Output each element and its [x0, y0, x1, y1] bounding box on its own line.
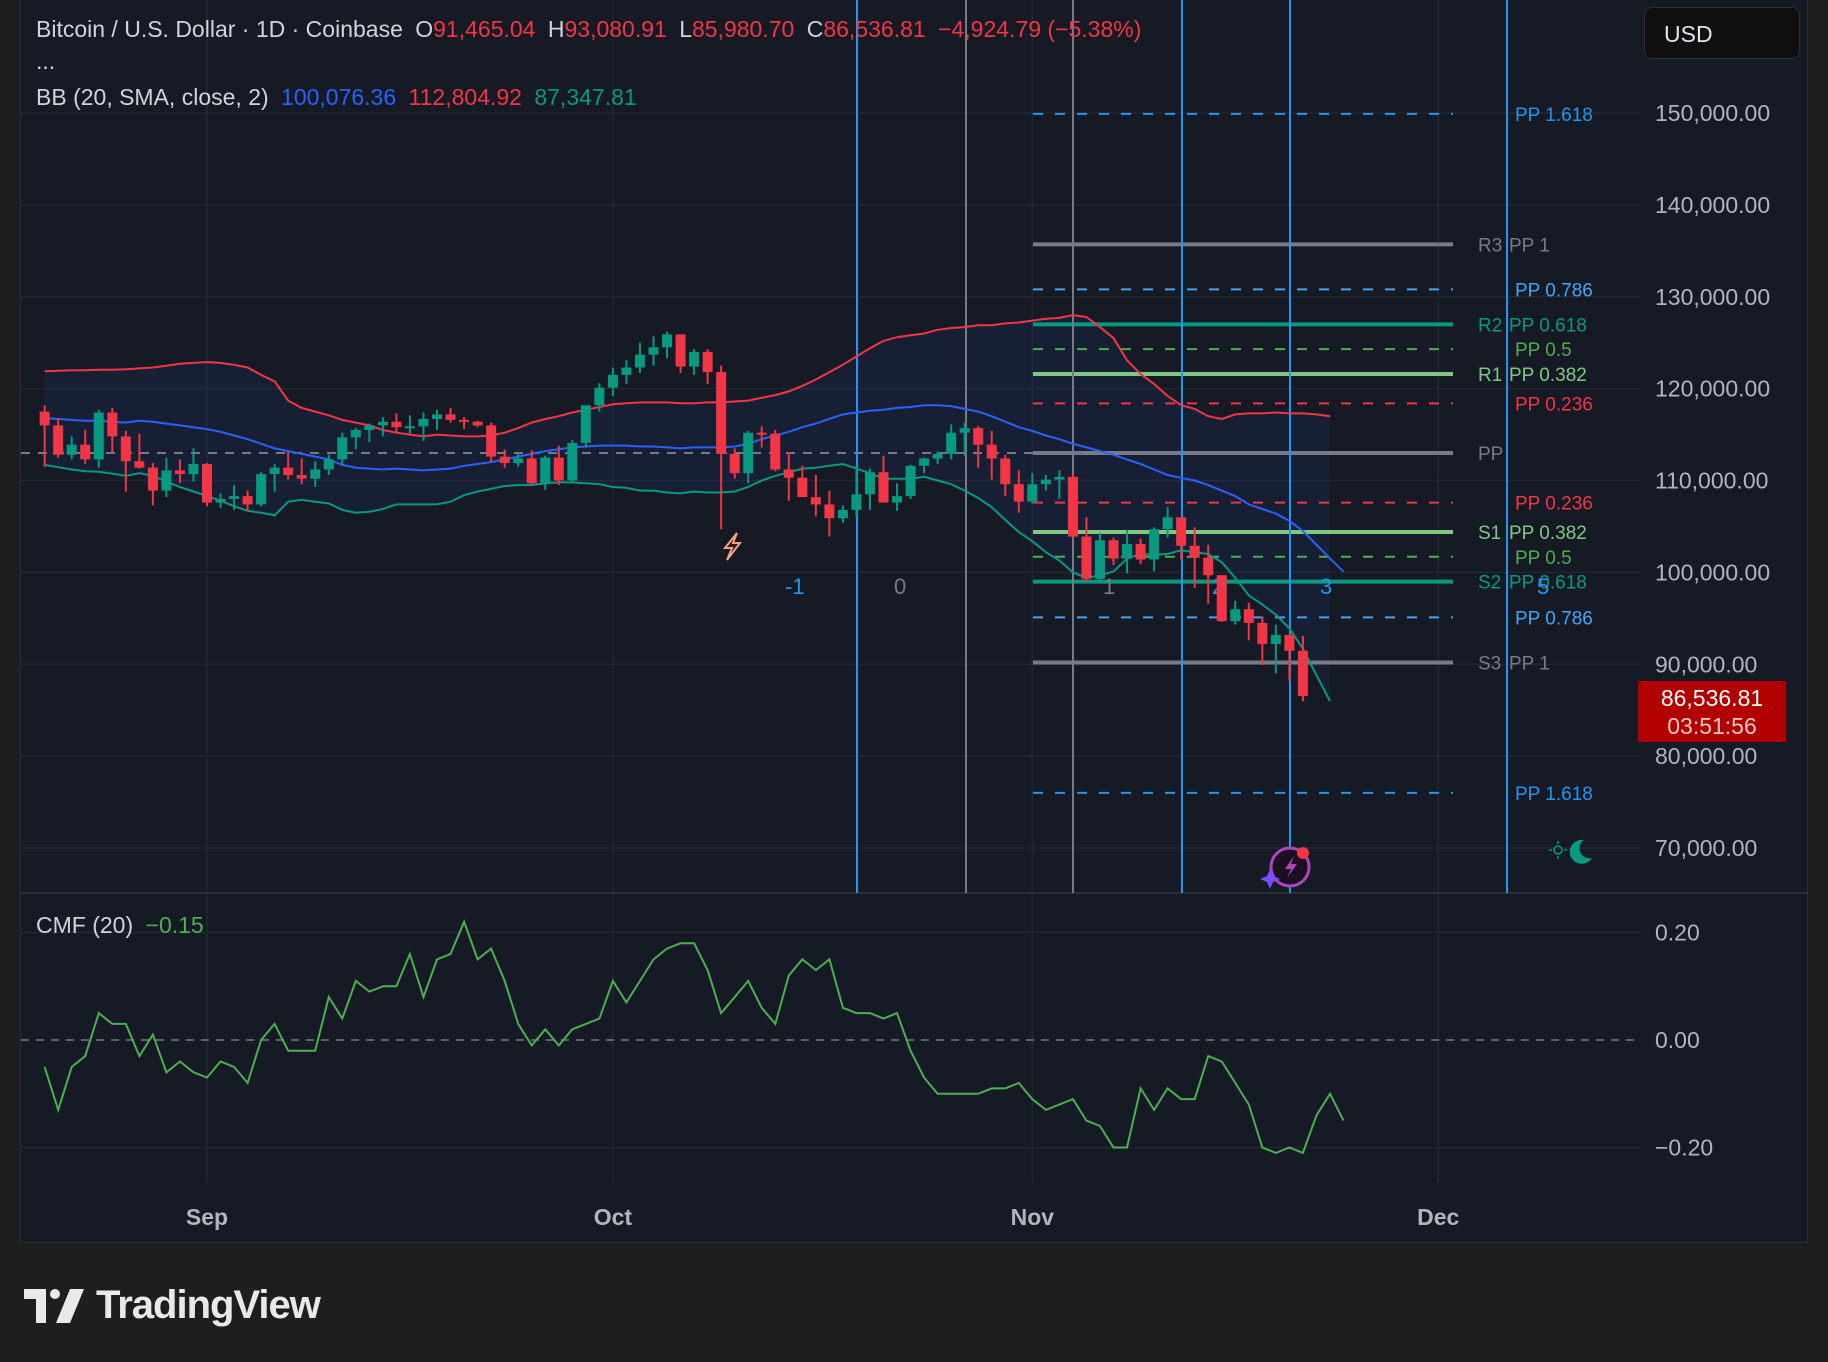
low-label: L: [679, 16, 692, 42]
svg-text:100,000.00: 100,000.00: [1655, 559, 1770, 585]
svg-text:0: 0: [894, 574, 906, 599]
open-label: O: [415, 16, 434, 42]
bb-basis-value: 100,076.36: [281, 84, 397, 110]
svg-text:Oct: Oct: [594, 1204, 633, 1230]
high-value: 93,080.91: [564, 16, 667, 42]
ai-assistant-icon[interactable]: [1260, 846, 1311, 889]
svg-text:-1: -1: [785, 574, 805, 599]
svg-text:PP: PP: [1478, 444, 1503, 465]
svg-text:PP 0.5: PP 0.5: [1515, 340, 1572, 361]
svg-text:S3: S3: [1478, 653, 1501, 674]
svg-text:140,000.00: 140,000.00: [1655, 192, 1770, 218]
svg-text:PP 0.5: PP 0.5: [1515, 548, 1572, 569]
tradingview-logo-icon: [24, 1288, 84, 1323]
bollinger-band-fill: [44, 315, 1331, 701]
low-value: 85,980.70: [692, 16, 795, 42]
svg-text:S2: S2: [1478, 573, 1501, 594]
cmf-legend[interactable]: CMF (20) −0.15: [36, 912, 210, 939]
svg-text:70,000.00: 70,000.00: [1655, 835, 1757, 861]
candlestick-series: [39, 331, 1308, 702]
svg-text:PP 1.618: PP 1.618: [1515, 105, 1593, 126]
svg-text:1: 1: [1103, 574, 1115, 599]
svg-text:130,000.00: 130,000.00: [1655, 284, 1770, 310]
svg-text:PP 0.236: PP 0.236: [1515, 394, 1593, 415]
svg-text:R3: R3: [1478, 235, 1502, 256]
svg-text:5: 5: [1537, 574, 1549, 599]
close-label: C: [806, 16, 824, 42]
chart-icons: [722, 532, 1592, 889]
svg-text:PP 1: PP 1: [1509, 235, 1550, 256]
svg-text:−0.20: −0.20: [1655, 1135, 1713, 1161]
svg-text:110,000.00: 110,000.00: [1655, 468, 1768, 494]
svg-text:PP 0.618: PP 0.618: [1509, 315, 1587, 336]
svg-text:PP 1.618: PP 1.618: [1515, 784, 1593, 805]
svg-text:3: 3: [1320, 574, 1332, 599]
last-price-badge: 86,536.81 03:51:56: [1638, 681, 1786, 742]
symbol-title: Bitcoin / U.S. Dollar · 1D · Coinbase: [36, 16, 403, 42]
svg-text:80,000.00: 80,000.00: [1655, 743, 1757, 769]
svg-text:PP 0.236: PP 0.236: [1515, 494, 1593, 515]
svg-text:Nov: Nov: [1011, 1204, 1055, 1230]
last-price-value: 86,536.81: [1660, 685, 1764, 711]
fib-time-zones: -101235: [785, 0, 1549, 893]
bb-lower-value: 87,347.81: [534, 84, 637, 110]
bollinger-legend[interactable]: BB (20, SMA, close, 2) 100,076.36 112,80…: [36, 84, 643, 111]
svg-text:R1: R1: [1478, 365, 1502, 386]
bb-upper-value: 112,804.92: [408, 84, 522, 110]
svg-text:150,000.00: 150,000.00: [1655, 100, 1770, 126]
axis-labels: 150,000.00 140,000.00 130,000.00 120,000.00…: [186, 100, 1770, 1230]
svg-text:PP 0.382: PP 0.382: [1509, 365, 1587, 386]
svg-text:R2: R2: [1478, 315, 1502, 336]
svg-text:PP 0.786: PP 0.786: [1515, 608, 1593, 629]
svg-text:Dec: Dec: [1417, 1204, 1459, 1230]
session-day-night-icon[interactable]: [1549, 839, 1592, 864]
cmf-label: CMF (20): [36, 912, 134, 938]
currency-button[interactable]: USD: [1644, 7, 1800, 59]
symbol-legend[interactable]: Bitcoin / U.S. Dollar · 1D · Coinbase O9…: [36, 16, 1147, 43]
lightning-event-icon[interactable]: [722, 532, 743, 561]
change-value: −4,924.79 (−5.38%): [938, 16, 1142, 42]
grid-lines: [21, 0, 1808, 1183]
svg-text:Sep: Sep: [186, 1204, 228, 1230]
legend-more-button[interactable]: ...: [36, 48, 56, 74]
svg-text:0.20: 0.20: [1655, 920, 1700, 946]
svg-text:PP 0.382: PP 0.382: [1509, 523, 1587, 544]
cmf-value: −0.15: [145, 912, 204, 938]
tradingview-logo[interactable]: TradingView: [24, 1283, 321, 1328]
tradingview-wordmark: TradingView: [96, 1283, 321, 1327]
svg-text:PP 0.786: PP 0.786: [1515, 280, 1593, 301]
svg-text:120,000.00: 120,000.00: [1655, 376, 1770, 402]
high-label: H: [547, 16, 565, 42]
svg-text:90,000.00: 90,000.00: [1655, 651, 1757, 677]
svg-text:PP 0.618: PP 0.618: [1509, 573, 1587, 594]
svg-text:S1: S1: [1478, 523, 1501, 544]
svg-text:0.00: 0.00: [1655, 1027, 1700, 1053]
bar-countdown: 03:51:56: [1667, 713, 1757, 739]
cmf-series: [43, 919, 1345, 1155]
bb-label: BB (20, SMA, close, 2): [36, 84, 269, 110]
svg-text:PP 1: PP 1: [1509, 653, 1550, 674]
open-value: 91,465.04: [433, 16, 536, 42]
bollinger-band-lines: [44, 314, 1345, 702]
close-value: 86,536.81: [823, 16, 926, 42]
